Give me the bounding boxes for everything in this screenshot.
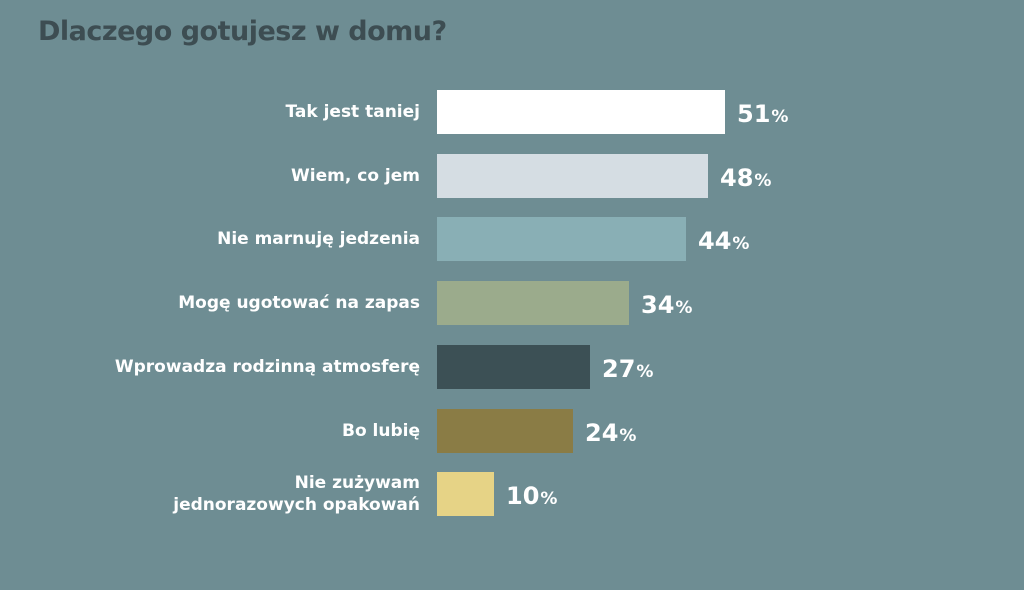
value-unit: % (754, 171, 772, 191)
value-label: 10% (506, 482, 557, 510)
value-number: 51 (737, 100, 771, 128)
category-label-line: jednorazowych opakowań (173, 495, 420, 515)
category-label-line: Bo lubię (341, 421, 420, 441)
category-label-line: Wprowadza rodzinną atmosferę (114, 357, 420, 377)
value-unit: % (732, 234, 750, 254)
value-number: 24 (585, 419, 619, 447)
category-label: Nie marnuję jedzenia (20, 228, 420, 250)
category-label-line: Tak jest taniej (285, 102, 420, 122)
value-label: 48% (720, 164, 771, 192)
value-number: 48 (720, 164, 754, 192)
category-label: Wiem, co jem (20, 165, 420, 187)
category-label-line: Nie marnuję jedzenia (217, 229, 420, 249)
value-label: 51% (737, 100, 788, 128)
bar (437, 90, 725, 134)
bar (437, 217, 686, 261)
value-label: 24% (585, 419, 636, 447)
chart-title: Dlaczego gotujesz w domu? (38, 16, 447, 47)
category-label: Mogę ugotować na zapas (20, 292, 420, 314)
value-number: 44 (698, 227, 732, 255)
value-number: 34 (641, 291, 675, 319)
value-unit: % (675, 298, 693, 318)
value-number: 10 (506, 482, 540, 510)
category-label-line: Nie zużywam (294, 473, 420, 493)
bar (437, 154, 708, 198)
category-label: Bo lubię (20, 420, 420, 442)
category-label: Nie zużywam jednorazowych opakowań (20, 472, 420, 516)
bar (437, 472, 494, 516)
category-label: Tak jest taniej (20, 101, 420, 123)
bar (437, 409, 573, 453)
category-label-line: Mogę ugotować na zapas (178, 293, 420, 313)
category-label: Wprowadza rodzinną atmosferę (20, 356, 420, 378)
value-unit: % (619, 426, 637, 446)
value-unit: % (636, 362, 654, 382)
value-number: 27 (602, 355, 636, 383)
value-unit: % (540, 489, 558, 509)
value-label: 34% (641, 291, 692, 319)
value-unit: % (771, 107, 789, 127)
bar (437, 281, 629, 325)
value-label: 44% (698, 227, 749, 255)
bar (437, 345, 590, 389)
category-label-line: Wiem, co jem (291, 166, 420, 186)
value-label: 27% (602, 355, 653, 383)
